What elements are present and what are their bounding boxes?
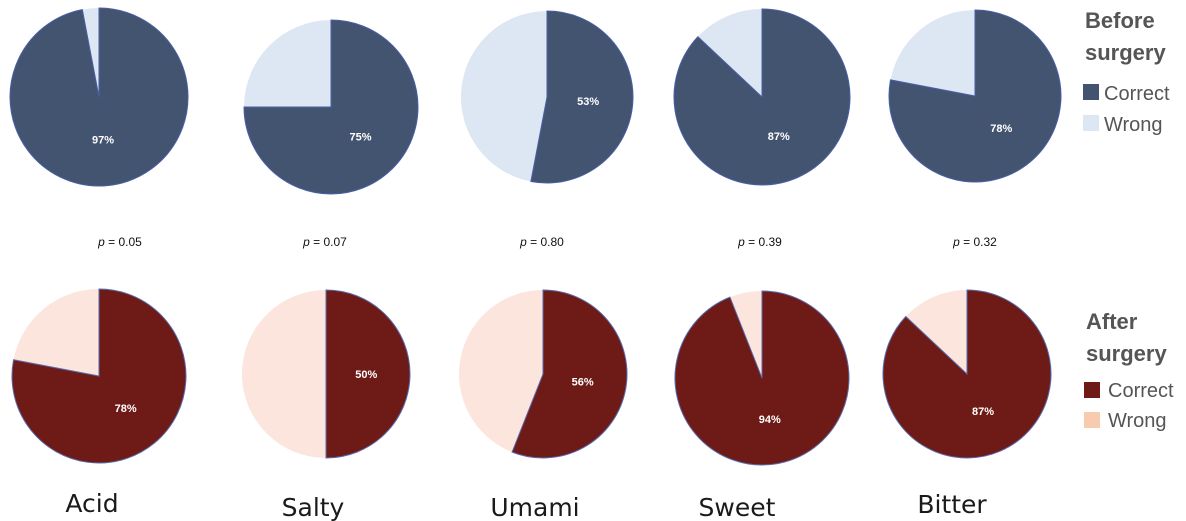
legend-after-title-line-2: surgery — [1086, 341, 1167, 366]
pie-before-umami: 53% — [460, 10, 634, 184]
pie-grid: 97% 75% 53% 87% 78% 78% 50% 56% 94% 87% — [9, 7, 1062, 466]
p-value-salty: p = 0.07 — [302, 235, 347, 249]
pie-after-umami: 56% — [459, 289, 628, 459]
pie-slice-wrong-before-sweet — [697, 9, 762, 97]
pie-before-sweet: 87% — [673, 8, 851, 186]
p-value-bitter: p = 0.32 — [952, 235, 997, 249]
pie-label-before-bitter: 78% — [990, 123, 1012, 135]
pie-after-salty: 50% — [242, 289, 411, 459]
taste-label-bitter: Bitter — [917, 490, 987, 519]
pie-after-sweet: 94% — [674, 290, 850, 466]
pie-after-bitter: 87% — [882, 289, 1052, 459]
pie-slice-wrong-after-sweet — [729, 291, 762, 378]
pie-slice-wrong-after-bitter — [905, 290, 967, 374]
pie-slice-correct-before-acid — [9, 7, 189, 187]
pie-slice-correct-after-salty — [325, 289, 411, 459]
pie-slice-correct-after-umami — [511, 289, 628, 459]
taste-label-row: Acid Salty Umami Sweet Bitter — [65, 489, 987, 521]
pie-label-after-bitter: 87% — [972, 406, 994, 418]
pie-label-before-acid: 97% — [92, 135, 114, 147]
legend-after-correct-label: Correct — [1108, 380, 1174, 402]
pie-label-before-salty: 75% — [349, 132, 371, 144]
legend-before-correct-swatch — [1083, 84, 1099, 100]
legend-after: After surgery Correct Wrong — [1084, 309, 1174, 432]
legend-before-wrong-swatch — [1083, 115, 1099, 131]
pie-before-acid: 97% — [9, 7, 189, 187]
legend-before-title-line-1: Before — [1085, 8, 1155, 33]
pie-slice-wrong-after-salty — [242, 290, 326, 458]
pie-slice-wrong-after-acid — [13, 289, 99, 376]
pie-slice-wrong-before-bitter — [890, 9, 975, 97]
pie-slice-correct-before-umami — [530, 10, 634, 184]
pie-slice-correct-before-bitter — [888, 9, 1062, 183]
pie-label-after-acid: 78% — [115, 403, 137, 415]
legend-after-wrong-swatch — [1084, 412, 1100, 428]
taste-label-acid: Acid — [65, 489, 118, 518]
pie-label-after-salty: 50% — [355, 369, 377, 381]
legend-before: Before surgery Correct Wrong — [1083, 8, 1170, 136]
pie-slice-wrong-before-umami — [460, 10, 547, 182]
pie-label-before-umami: 53% — [577, 96, 599, 108]
taste-label-umami: Umami — [490, 493, 579, 521]
legend-before-correct-label: Correct — [1104, 83, 1170, 105]
pie-slice-wrong-before-salty — [244, 20, 331, 107]
pie-label-after-umami: 56% — [572, 377, 594, 389]
taste-label-sweet: Sweet — [699, 493, 776, 521]
pie-before-salty: 75% — [243, 19, 419, 195]
taste-label-salty: Salty — [282, 493, 345, 521]
legend-after-title-line-1: After — [1086, 309, 1138, 334]
pie-slice-wrong-after-umami — [459, 290, 543, 453]
pie-label-after-sweet: 94% — [759, 414, 781, 426]
pie-slice-correct-after-sweet — [674, 290, 850, 466]
pie-slice-correct-before-sweet — [673, 8, 851, 186]
p-value-umami: p = 0.80 — [519, 235, 564, 249]
p-value-sweet: p = 0.39 — [737, 235, 782, 249]
legend-after-correct-swatch — [1084, 382, 1100, 398]
pie-label-before-sweet: 87% — [768, 131, 790, 143]
pie-slice-correct-before-salty — [243, 19, 419, 195]
pie-after-acid: 78% — [11, 288, 187, 464]
legend-before-wrong-label: Wrong — [1104, 114, 1163, 136]
pie-slice-correct-after-acid — [11, 288, 187, 464]
legend-after-wrong-label: Wrong — [1108, 410, 1167, 432]
p-value-row: p = 0.05 p = 0.07 p = 0.80 p = 0.39 p = 0.32 — [97, 235, 997, 249]
pie-slice-correct-after-bitter — [882, 289, 1052, 459]
pie-before-bitter: 78% — [888, 9, 1062, 183]
legend-before-title-line-2: surgery — [1085, 40, 1166, 65]
p-value-acid: p = 0.05 — [97, 235, 142, 249]
